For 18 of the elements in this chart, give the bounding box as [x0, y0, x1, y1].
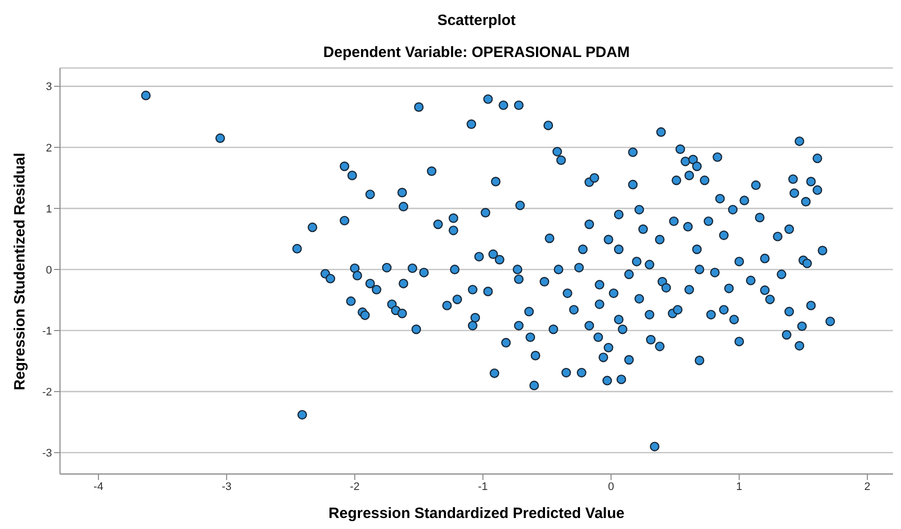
x-tick-label: 0	[608, 480, 614, 493]
x-tick-label: -2	[350, 480, 360, 493]
x-tick-label: 2	[864, 480, 870, 493]
y-tick-label: 2	[46, 142, 52, 154]
y-tick-label: 3	[46, 81, 52, 94]
x-tick-label: -3	[222, 480, 232, 493]
x-tick-label: -1	[478, 480, 488, 493]
y-tick-label: -3	[42, 448, 52, 460]
y-tick-label: -1	[42, 325, 52, 338]
x-tick-label: -4	[94, 480, 104, 493]
x-tick-label: 1	[736, 480, 742, 493]
y-tick-label: 1	[46, 203, 52, 216]
y-tick-label: 0	[46, 264, 52, 276]
chart-title: Scatterplot	[436, 12, 517, 29]
x-axis-title: Regression Standardized Predicted Value	[328, 505, 626, 522]
chart-subtitle: Dependent Variable: OPERASIONAL PDAM	[322, 44, 631, 61]
y-axis-title: Regression Studentized Residual	[12, 152, 29, 390]
y-tick-label: -2	[42, 386, 52, 398]
